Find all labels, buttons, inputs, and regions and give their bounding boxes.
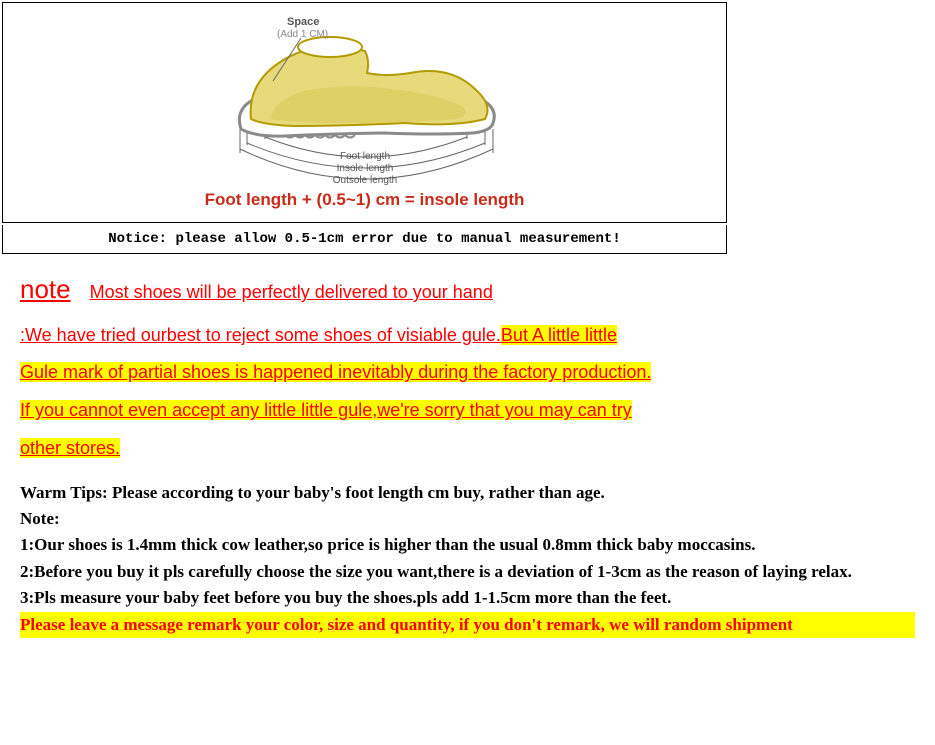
tips-note-word: Note: (20, 506, 915, 532)
note-line5: other stores. (20, 438, 120, 458)
formula-text: Foot length + (0.5~1) cm = insole length (3, 190, 726, 210)
outsole-length-label: Outsole length (332, 175, 397, 186)
note-heading: note (20, 274, 71, 304)
size-guide-panel: Space (Add 1 CM) Foot length Insole leng… (2, 2, 727, 223)
note-section: note Most shoes will be perfectly delive… (20, 262, 915, 468)
warm-tips-section: Warm Tips: Please according to your baby… (20, 480, 915, 638)
shoe-diagram: Space (Add 1 CM) Foot length Insole leng… (3, 11, 726, 186)
tips-line-4: Please leave a message remark your color… (20, 612, 915, 638)
note-line2b: But A little little (501, 325, 617, 345)
insole-length-label: Insole length (336, 163, 393, 174)
note-line4: If you cannot even accept any little lit… (20, 400, 632, 420)
foot-length-label: Foot length (339, 151, 389, 162)
tips-line-3: 3:Pls measure your baby feet before you … (20, 585, 915, 611)
note-line2a: :We have tried ourbest to reject some sh… (20, 325, 501, 345)
warm-tips-heading: Warm Tips: Please according to your baby… (20, 480, 915, 506)
note-line1a: Most shoes will be perfectly delivered t… (90, 282, 493, 302)
tips-line-1: 1:Our shoes is 1.4mm thick cow leather,s… (20, 532, 915, 558)
tips-line-2: 2:Before you buy it pls carefully choose… (20, 559, 915, 585)
note-line3: Gule mark of partial shoes is happened i… (20, 362, 651, 382)
space-label: Space (287, 16, 319, 28)
measurement-notice: Notice: please allow 0.5-1cm error due t… (2, 225, 727, 254)
space-sublabel: (Add 1 CM) (277, 29, 328, 40)
